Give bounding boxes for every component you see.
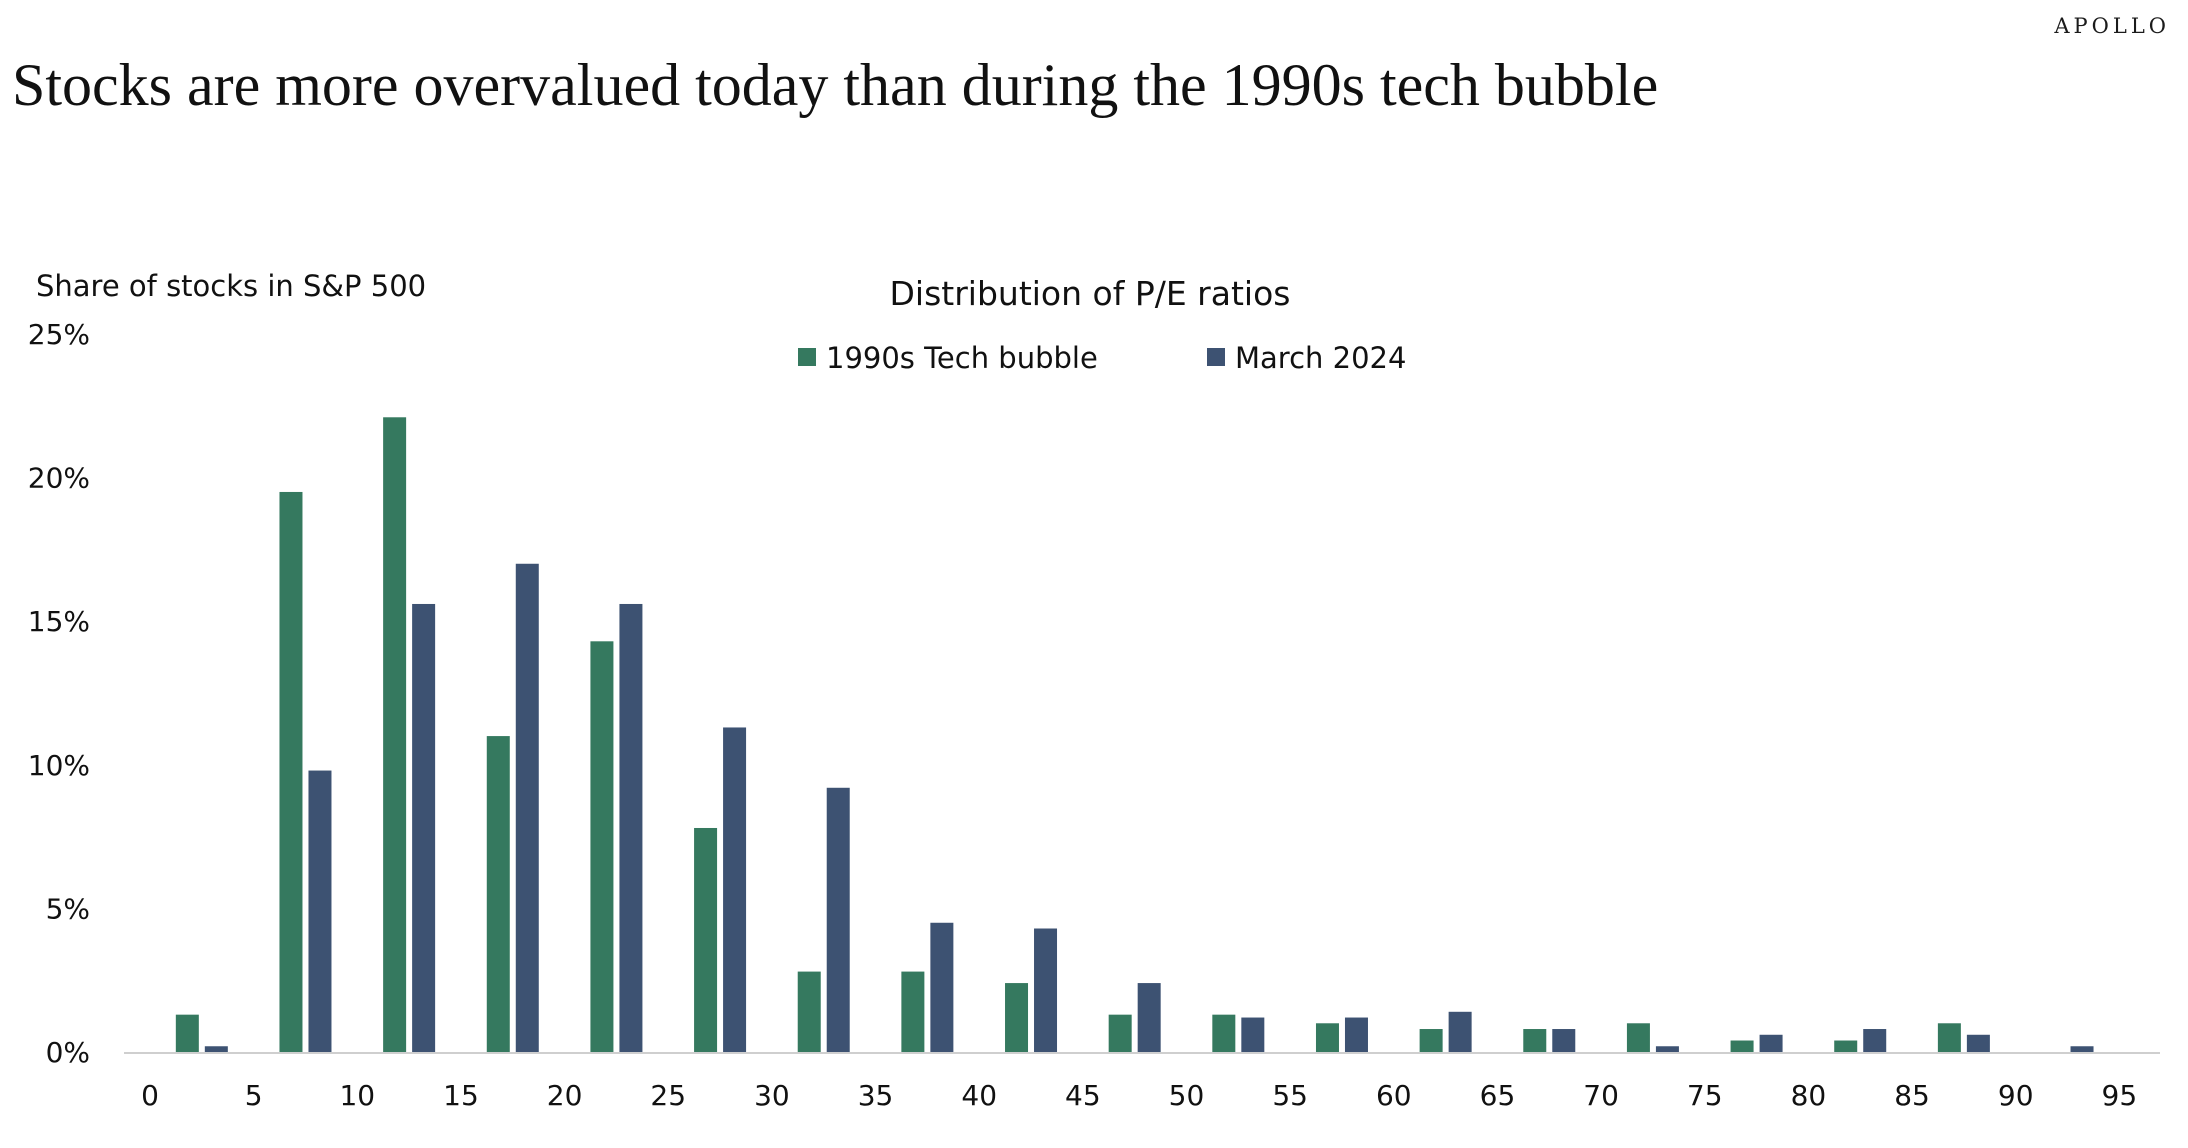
bar-march-2024 bbox=[1655, 1046, 1679, 1052]
x-tick-label: 65 bbox=[1480, 1079, 1516, 1112]
y-axis-label: Share of stocks in S&P 500 bbox=[36, 269, 426, 303]
y-tick-label: 5% bbox=[46, 892, 90, 925]
bar-march-2024 bbox=[930, 922, 954, 1052]
x-tick-label: 50 bbox=[1169, 1079, 1205, 1112]
bar-march-2024 bbox=[2070, 1046, 2094, 1052]
bar-1990s bbox=[279, 491, 303, 1053]
bar-march-2024 bbox=[1344, 1017, 1368, 1052]
y-tick-label: 10% bbox=[28, 749, 90, 782]
bar-march-2024 bbox=[826, 787, 850, 1052]
bar-1990s bbox=[797, 971, 821, 1052]
bar-1990s bbox=[1523, 1029, 1547, 1052]
bar-1990s bbox=[901, 971, 925, 1052]
x-tick-label: 30 bbox=[754, 1079, 790, 1112]
y-tick-label: 0% bbox=[46, 1036, 90, 1069]
bar-march-2024 bbox=[1241, 1017, 1265, 1052]
x-tick-label: 90 bbox=[1998, 1079, 2034, 1112]
bar-march-2024 bbox=[412, 603, 436, 1052]
legend-swatch-2024 bbox=[1207, 348, 1225, 366]
bar-march-2024 bbox=[308, 770, 332, 1052]
bar-1990s bbox=[1108, 1014, 1132, 1052]
bar-march-2024 bbox=[723, 727, 747, 1052]
legend: 1990s Tech bubble March 2024 bbox=[798, 341, 1406, 375]
x-tick-label: 55 bbox=[1272, 1079, 1308, 1112]
x-tick-label: 75 bbox=[1687, 1079, 1723, 1112]
bar-1990s bbox=[1315, 1023, 1339, 1052]
bar-march-2024 bbox=[1863, 1029, 1887, 1052]
bar-march-2024 bbox=[1034, 928, 1058, 1052]
y-axis: 0% 5% 10% 15% 20% 25% bbox=[28, 318, 90, 1069]
x-tick-label: 25 bbox=[650, 1079, 686, 1112]
bar-1990s bbox=[1730, 1040, 1754, 1052]
bar-march-2024 bbox=[515, 563, 539, 1052]
bar-1990s bbox=[694, 827, 718, 1052]
bar-1990s bbox=[1005, 983, 1029, 1052]
bar-1990s bbox=[1419, 1029, 1443, 1052]
x-tick-label: 95 bbox=[2102, 1079, 2138, 1112]
bar-march-2024 bbox=[619, 603, 643, 1052]
x-tick-label: 60 bbox=[1376, 1079, 1412, 1112]
bar-1990s bbox=[1834, 1040, 1858, 1052]
x-tick-label: 70 bbox=[1583, 1079, 1619, 1112]
bar-1990s bbox=[1212, 1014, 1236, 1052]
bar-march-2024 bbox=[1552, 1029, 1576, 1052]
bar-1990s bbox=[1937, 1023, 1961, 1052]
bar-march-2024 bbox=[1966, 1034, 1990, 1052]
brand-logo: APOLLO bbox=[2054, 14, 2170, 38]
x-tick-label: 15 bbox=[443, 1079, 479, 1112]
x-tick-label: 0 bbox=[141, 1079, 159, 1112]
bar-1990s bbox=[590, 641, 614, 1052]
x-tick-label: 10 bbox=[339, 1079, 375, 1112]
x-tick-label: 20 bbox=[547, 1079, 583, 1112]
bar-1990s bbox=[383, 417, 407, 1053]
bars bbox=[175, 417, 2094, 1053]
legend-swatch-1990s bbox=[798, 348, 816, 366]
bar-1990s bbox=[486, 736, 510, 1052]
bar-1990s bbox=[1626, 1023, 1650, 1052]
bar-1990s bbox=[175, 1014, 199, 1052]
bar-march-2024 bbox=[204, 1046, 228, 1052]
chart-title: Distribution of P/E ratios bbox=[890, 274, 1291, 313]
x-tick-label: 40 bbox=[961, 1079, 997, 1112]
y-tick-label: 15% bbox=[28, 605, 90, 638]
x-tick-label: 5 bbox=[245, 1079, 263, 1112]
y-tick-label: 25% bbox=[28, 318, 90, 351]
bar-march-2024 bbox=[1759, 1034, 1783, 1052]
x-axis: 0 5 10 15 20 25 30 35 40 45 50 55 60 65 70 75 80 85 90 95 bbox=[141, 1079, 2137, 1112]
bar-march-2024 bbox=[1137, 983, 1161, 1052]
x-tick-label: 45 bbox=[1065, 1079, 1101, 1112]
legend-label-2024: March 2024 bbox=[1235, 341, 1406, 375]
legend-label-1990s: 1990s Tech bubble bbox=[826, 341, 1098, 375]
y-tick-label: 20% bbox=[28, 462, 90, 495]
x-tick-label: 85 bbox=[1894, 1079, 1930, 1112]
x-tick-label: 80 bbox=[1791, 1079, 1827, 1112]
page-title: Stocks are more overvalued today than du… bbox=[12, 52, 1659, 118]
bar-march-2024 bbox=[1448, 1011, 1472, 1052]
x-tick-label: 35 bbox=[858, 1079, 894, 1112]
